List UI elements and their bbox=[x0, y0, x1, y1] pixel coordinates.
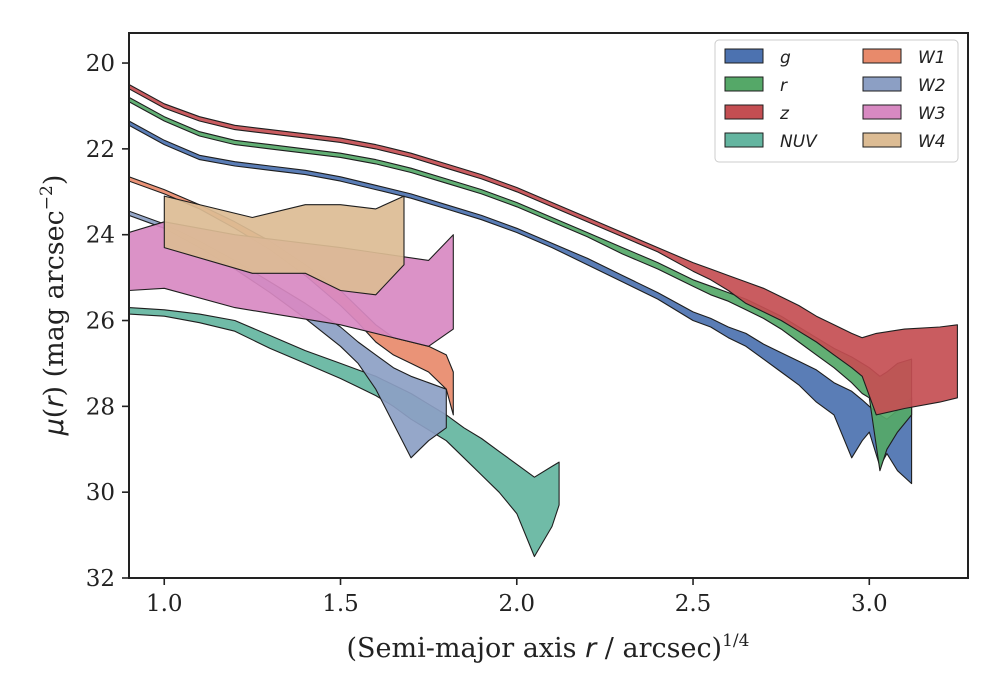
x-axis-title: (Semi-major axis r / arcsec)1/4 bbox=[347, 631, 750, 664]
legend: grz NUV W1 W2 W3 W4 bbox=[714, 39, 959, 163]
legend-swatch-g bbox=[724, 48, 764, 64]
y-axis-title: μ(r) (mag arcsec−2) bbox=[37, 175, 70, 437]
legend-swatch-nuv bbox=[724, 132, 764, 148]
y-tick-label: 26 bbox=[86, 309, 115, 335]
legend-swatch-w4 bbox=[862, 132, 902, 148]
x-tick-label: 1.0 bbox=[146, 591, 183, 617]
legend-label-w1: W1 bbox=[918, 48, 946, 68]
x-tick-label: 2.5 bbox=[675, 591, 712, 617]
series-band-g bbox=[129, 120, 913, 485]
legend-label-w3: W3 bbox=[918, 104, 946, 124]
legend-swatch-w1 bbox=[862, 48, 902, 64]
legend-label-nuv: NUV bbox=[780, 132, 818, 152]
legend-swatch-z bbox=[724, 104, 764, 120]
legend-swatch-w3 bbox=[862, 104, 902, 120]
plot-frame bbox=[128, 32, 969, 579]
legend-label-z: z bbox=[779, 104, 790, 124]
legend-frame bbox=[714, 39, 959, 163]
legend-swatch-w2 bbox=[862, 76, 902, 92]
series-band-w4 bbox=[163, 195, 405, 296]
legend-label-r: r bbox=[780, 76, 788, 96]
x-tick-label: 1.5 bbox=[322, 591, 359, 617]
y-tick-label: 20 bbox=[86, 51, 115, 77]
legend-swatch-r bbox=[724, 76, 764, 92]
y-tick-label: 30 bbox=[86, 480, 115, 506]
series-band-nuv bbox=[129, 307, 560, 558]
y-tick-label: 22 bbox=[86, 137, 115, 163]
tick-layer: 1.0 1.5 2.0 2.5 3.0 20 22 24 26 28 30 32 bbox=[86, 51, 888, 617]
legend-label-w4: W4 bbox=[918, 132, 946, 152]
series-band-r bbox=[129, 96, 913, 472]
y-tick-label: 24 bbox=[86, 223, 115, 249]
y-tick-label: 28 bbox=[86, 394, 115, 420]
legend-label-w2: W2 bbox=[918, 76, 946, 96]
y-tick-label: 32 bbox=[86, 566, 115, 592]
series-layer bbox=[129, 83, 958, 558]
series-band-z bbox=[129, 83, 958, 416]
x-tick-label: 3.0 bbox=[851, 591, 888, 617]
legend-label-g: g bbox=[780, 48, 791, 68]
x-tick-label: 2.0 bbox=[498, 591, 535, 617]
